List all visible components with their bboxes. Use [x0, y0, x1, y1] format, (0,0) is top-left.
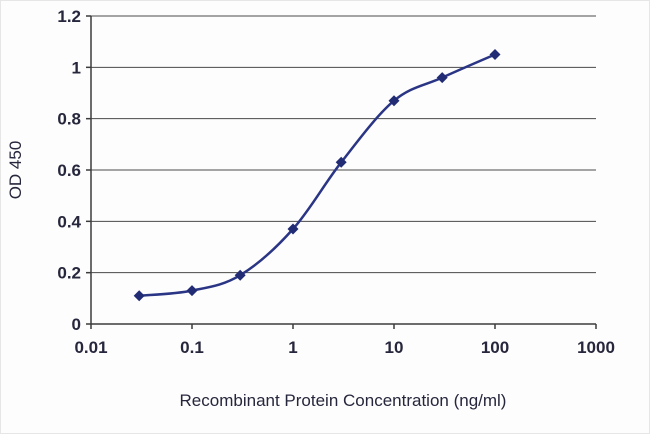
- data-point-marker: [133, 290, 145, 302]
- data-point-marker: [186, 285, 198, 297]
- x-tick-label: 1000: [577, 338, 615, 357]
- x-tick-label: 0.01: [74, 338, 107, 357]
- y-tick-label: 0.2: [57, 264, 81, 283]
- x-tick-label: 100: [481, 338, 509, 357]
- series-line: [137, 53, 497, 298]
- y-tick-label: 0.4: [57, 212, 81, 231]
- y-tick-label: 1.2: [57, 7, 81, 26]
- data-point-marker: [287, 223, 299, 235]
- y-tick-label: 1: [72, 58, 81, 77]
- y-tick-label: 0: [72, 315, 81, 334]
- x-axis-title: Recombinant Protein Concentration (ng/ml…: [180, 391, 507, 410]
- series-group: [133, 49, 501, 302]
- data-point-marker: [335, 156, 347, 168]
- x-tick-label: 1: [288, 338, 297, 357]
- y-tick-label: 0.6: [57, 161, 81, 180]
- data-point-marker: [234, 269, 246, 281]
- data-point-marker: [388, 95, 400, 107]
- axes-group: [86, 15, 597, 329]
- data-point-marker: [436, 72, 448, 84]
- gridlines-group: [91, 15, 596, 274]
- y-axis-title: OD 450: [6, 141, 25, 200]
- y-tick-label: 0.8: [57, 110, 81, 129]
- x-tick-label: 10: [385, 338, 404, 357]
- tick-labels-group: 0 0.2 0.4 0.6 0.8 1 1.2 0.01 0.1 1 10 100 1000: [57, 7, 615, 357]
- x-tick-label: 0.1: [180, 338, 204, 357]
- data-point-marker: [489, 49, 501, 60]
